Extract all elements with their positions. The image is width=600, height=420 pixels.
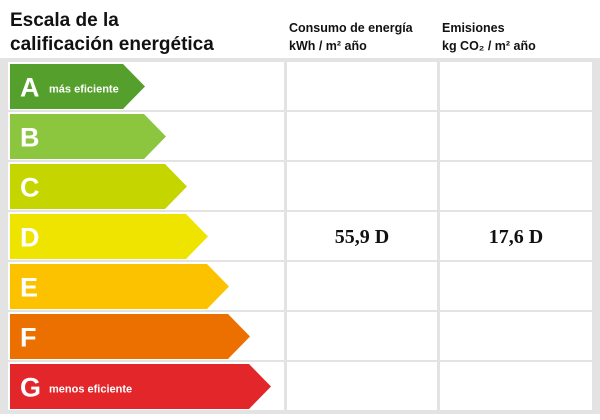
value-cell xyxy=(287,162,437,210)
value-cell xyxy=(440,262,592,310)
rating-arrow xyxy=(10,64,145,109)
value-cell xyxy=(440,162,592,210)
rating-letter: A xyxy=(20,73,40,103)
title-line: Escala de la xyxy=(10,10,119,31)
value-cell xyxy=(287,312,437,360)
rating-arrow xyxy=(10,114,166,159)
column-header: Consumo de energía xyxy=(289,21,414,35)
rating-note: menos eficiente xyxy=(49,384,132,396)
rating-letter: G xyxy=(20,373,41,403)
value-cell xyxy=(287,112,437,160)
value-cell xyxy=(440,312,592,360)
rating-letter: D xyxy=(20,223,40,253)
value-cell xyxy=(440,362,592,410)
value-cell xyxy=(287,362,437,410)
value-cell xyxy=(287,262,437,310)
rating-letter: B xyxy=(20,123,40,153)
rating-letter: F xyxy=(20,323,37,353)
rating-arrow xyxy=(10,264,229,309)
rating-note: más eficiente xyxy=(49,84,119,96)
value-cell xyxy=(440,62,592,110)
value-cell xyxy=(287,212,437,260)
rating-arrow xyxy=(10,214,208,259)
rating-arrow xyxy=(10,314,250,359)
value-cell xyxy=(287,62,437,110)
rating-letter: C xyxy=(20,173,40,203)
column-header: kg CO₂ / m² año xyxy=(442,39,536,53)
column-header: Emisiones xyxy=(442,21,505,35)
value-cell xyxy=(440,212,592,260)
rating-letter: E xyxy=(20,273,38,303)
value-cell xyxy=(440,112,592,160)
title-line: calificación energética xyxy=(10,34,214,55)
rating-arrow xyxy=(10,364,271,409)
rating-value: 17,6 D xyxy=(489,226,543,248)
rating-value: 55,9 D xyxy=(335,226,389,248)
column-header: kWh / m² año xyxy=(289,39,367,53)
rating-arrow xyxy=(10,164,187,209)
